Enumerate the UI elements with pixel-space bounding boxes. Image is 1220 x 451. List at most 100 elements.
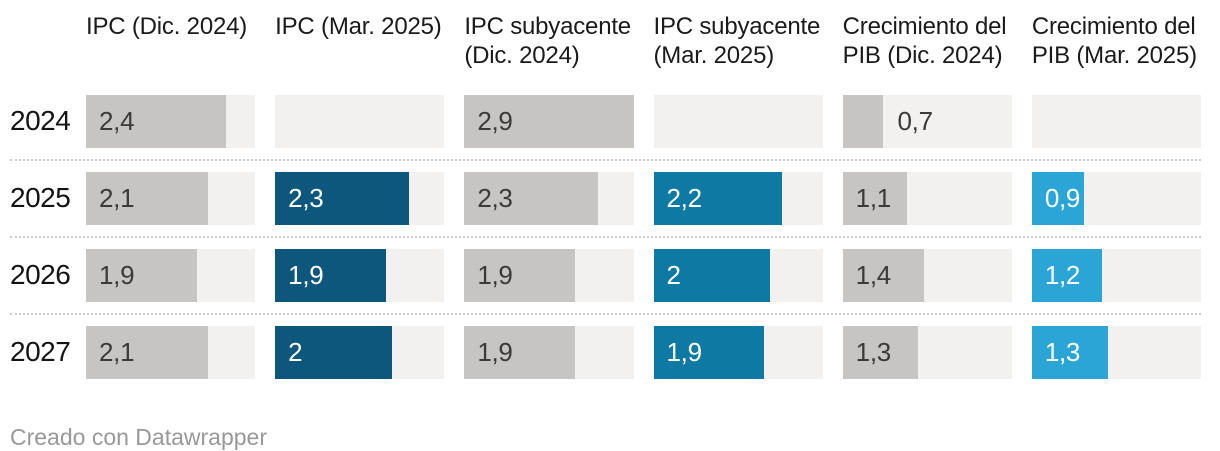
cell-2027-crecimiento-pib-mar-2025: 1,3 (1031, 326, 1201, 379)
column-header-ipc-subyacente-mar-2025: IPC subyacente (Mar. 2025) (654, 10, 823, 84)
column-header-line: Crecimiento del (1031, 13, 1196, 40)
bar: 1,3 (1031, 326, 1108, 379)
table-row-2026: 2026 1,9 1,9 1,9 2 1,4 1,2 (10, 236, 1201, 313)
bar: 2,9 (464, 95, 634, 148)
column-header-line: (Dic. 2024) (464, 42, 580, 69)
bar: 1,9 (653, 326, 765, 379)
bar (842, 95, 884, 148)
cell-2024-ipc-subyacente-mar-2025 (653, 95, 823, 148)
bar-track: 1,3 (842, 326, 1012, 379)
bar-table-chart: IPC (Dic. 2024) IPC (Mar. 2025) IPC subyac… (10, 10, 1201, 450)
bar-track (653, 95, 823, 148)
cell-2024-ipc-dic-2024: 2,4 (86, 95, 256, 148)
datawrapper-attribution-link[interactable]: Creado con Datawrapper (10, 424, 267, 450)
bar-track: 1,9 (275, 249, 445, 302)
column-header-ipc-dic-2024: IPC (Dic. 2024) (86, 10, 255, 55)
bar-track: 2,1 (86, 172, 256, 225)
cell-2024-ipc-mar-2025 (275, 95, 445, 148)
bar-value-label: 0,9 (1044, 183, 1081, 213)
bar-track: 2,1 (86, 326, 256, 379)
bar-track: 1,9 (653, 326, 823, 379)
bar-value-label: 2,4 (99, 106, 135, 136)
bar: 1,9 (86, 249, 197, 302)
cell-2026-crecimiento-pib-dic-2024: 1,4 (842, 249, 1012, 302)
column-header-ipc-mar-2025: IPC (Mar. 2025) (275, 10, 444, 55)
bar-track (1031, 95, 1201, 148)
cell-2027-ipc-subyacente-dic-2024: 1,9 (464, 326, 634, 379)
cell-2027-crecimiento-pib-dic-2024: 1,3 (842, 326, 1012, 379)
bar-value-label: 0,7 (897, 106, 933, 136)
bar: 2,1 (86, 172, 209, 225)
bar: 1,9 (464, 326, 576, 379)
cell-2025-ipc-dic-2024: 2,1 (86, 172, 256, 225)
bar: 2,3 (275, 172, 410, 225)
bar: 2,1 (86, 326, 209, 379)
cell-2025-ipc-subyacente-dic-2024: 2,3 (464, 172, 634, 225)
cell-2027-ipc-mar-2025: 2 (275, 326, 445, 379)
bar-track (275, 95, 445, 148)
cell-2026-ipc-subyacente-mar-2025: 2 (653, 249, 823, 302)
bar-value-label: 2 (666, 260, 681, 290)
bar-value-label: 2,9 (477, 106, 513, 136)
bar: 1,9 (464, 249, 576, 302)
bar-track: 1,9 (86, 249, 256, 302)
cell-2026-ipc-subyacente-dic-2024: 1,9 (464, 249, 634, 302)
bar-value-label: 1,9 (477, 337, 513, 367)
cell-2024-crecimiento-pib-dic-2024: 0,7 (842, 95, 1012, 148)
bar-value-label: 1,9 (666, 337, 703, 367)
bar: 1,4 (842, 249, 925, 302)
bar-value-label: 1,9 (477, 260, 513, 290)
bar-value-label: 2,3 (477, 183, 513, 213)
bar-track: 1,4 (842, 249, 1012, 302)
column-header-line: PIB (Dic. 2024) (842, 42, 1003, 69)
bar-track: 1,1 (842, 172, 1012, 225)
column-header-line: IPC subyacente (653, 13, 821, 40)
bar-track: 2,3 (275, 172, 445, 225)
bar-value-label: 1,9 (99, 260, 135, 290)
column-header-crecimiento-pib-mar-2025: Crecimiento del PIB (Mar. 2025) (1032, 10, 1201, 84)
table-row-2025: 2025 2,1 2,3 2,3 2,2 1,1 0,9 (10, 159, 1201, 236)
bar-value-label: 2,3 (288, 183, 324, 213)
bar-track: 1,9 (464, 249, 634, 302)
column-header-line: Crecimiento del (842, 13, 1007, 40)
row-label-2025: 2025 (10, 181, 71, 213)
bar-track: 0,7 (842, 95, 1012, 148)
bar-track: 2 (275, 326, 445, 379)
bar-value-label: 2,1 (99, 337, 135, 367)
bar-track: 1,3 (1031, 326, 1201, 379)
cell-2027-ipc-dic-2024: 2,1 (86, 326, 256, 379)
bar: 2 (275, 326, 392, 379)
bar-track: 2,3 (464, 172, 634, 225)
cell-2026-ipc-mar-2025: 1,9 (275, 249, 445, 302)
chart-footer: Creado con Datawrapper (10, 424, 1201, 451)
row-label-2027: 2027 (10, 335, 71, 367)
bar-value-label: 1,4 (855, 260, 892, 290)
column-header-line: (Mar. 2025) (653, 42, 775, 69)
column-header-line: IPC (Dic. 2024) (86, 13, 248, 40)
bar-value-label: 1,2 (1044, 260, 1081, 290)
bar-track: 1,2 (1031, 249, 1201, 302)
column-header-line: PIB (Mar. 2025) (1031, 42, 1197, 69)
table-row-2024: 2024 2,4 2,9 0,7 (10, 84, 1201, 159)
column-header-ipc-subyacente-dic-2024: IPC subyacente (Dic. 2024) (464, 10, 633, 84)
bar-track: 2,4 (86, 95, 256, 148)
cell-2025-crecimiento-pib-dic-2024: 1,1 (842, 172, 1012, 225)
table-row-2027: 2027 2,1 2 1,9 1,9 1,3 1,3 (10, 313, 1201, 390)
row-label-2024: 2024 (10, 104, 71, 136)
bar: 1,9 (275, 249, 386, 302)
cell-2024-ipc-subyacente-dic-2024: 2,9 (464, 95, 634, 148)
bar-track: 2,2 (653, 172, 823, 225)
bar: 1,1 (842, 172, 907, 225)
column-header-line: IPC (Mar. 2025) (275, 13, 442, 40)
bar-value-label: 2 (288, 337, 303, 367)
column-header-row: IPC (Dic. 2024) IPC (Mar. 2025) IPC subyac… (10, 10, 1201, 84)
bar-track: 1,9 (464, 326, 634, 379)
bar: 1,3 (842, 326, 919, 379)
bar-value-label: 1,1 (855, 183, 892, 213)
bar: 0,9 (1031, 172, 1085, 225)
bar: 2,3 (464, 172, 599, 225)
cell-2026-ipc-dic-2024: 1,9 (86, 249, 256, 302)
column-header-line: IPC subyacente (464, 13, 631, 40)
cell-2026-crecimiento-pib-mar-2025: 1,2 (1031, 249, 1201, 302)
cell-2025-ipc-mar-2025: 2,3 (275, 172, 445, 225)
